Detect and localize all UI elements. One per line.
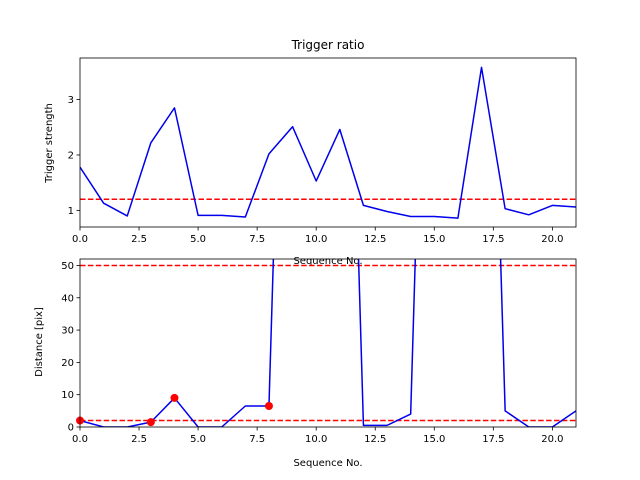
- x-tick-label: 7.5: [249, 434, 265, 445]
- x-tick-label: 10.0: [305, 234, 327, 245]
- axes-frame: [79, 57, 577, 228]
- x-tick-label: 15.0: [423, 434, 445, 445]
- x-tick-label: 17.5: [482, 234, 504, 245]
- x-tick-label: 5.0: [190, 434, 206, 445]
- x-tick-label: 17.5: [482, 434, 504, 445]
- plot-area: [80, 66, 576, 219]
- x-tick-label: 7.5: [249, 234, 265, 245]
- y-tick-label: 10: [61, 390, 74, 401]
- data-point-marker: [170, 393, 179, 402]
- x-tick-label: 12.5: [364, 434, 386, 445]
- series-line: [80, 66, 576, 219]
- y-tick-label: 50: [61, 261, 74, 272]
- y-tick-label: 2: [68, 150, 74, 161]
- y-tick-label: 0: [68, 423, 74, 434]
- plot-area: [80, 259, 576, 427]
- y-tick-label: 1: [68, 206, 74, 217]
- y-axis-label: Trigger strength: [44, 103, 55, 184]
- x-tick-label: 20.0: [541, 234, 563, 245]
- y-axis-label: Distance [pix]: [34, 307, 45, 377]
- series-line: [80, 259, 576, 427]
- x-tick-label: 15.0: [423, 234, 445, 245]
- x-tick-label: 0.0: [72, 434, 88, 445]
- x-tick-label: 2.5: [131, 234, 147, 245]
- x-axis-label: Sequence No.: [293, 458, 362, 469]
- data-point-marker: [146, 418, 155, 427]
- x-tick-label: 20.0: [541, 434, 563, 445]
- y-tick-label: 40: [61, 293, 74, 304]
- y-tick-label: 3: [68, 95, 74, 106]
- y-tick-label: 30: [61, 326, 74, 337]
- distance-chart: Distance [pix] Sequence No. 0.0 2.5 5.0 7.5…: [34, 258, 577, 469]
- x-axis-label: Sequence No.: [293, 256, 362, 267]
- x-tick-label: 12.5: [364, 234, 386, 245]
- trigger-ratio-chart: Trigger ratio Trigger strength Sequence …: [44, 38, 577, 267]
- x-tick-label: 10.0: [305, 434, 327, 445]
- x-tick-label: 0.0: [72, 234, 88, 245]
- chart-title: Trigger ratio: [291, 38, 365, 52]
- x-tick-label: 2.5: [131, 434, 147, 445]
- data-point-marker: [264, 402, 273, 410]
- y-tick-label: 20: [61, 358, 74, 369]
- axes-frame: [79, 258, 577, 428]
- x-tick-label: 5.0: [190, 234, 206, 245]
